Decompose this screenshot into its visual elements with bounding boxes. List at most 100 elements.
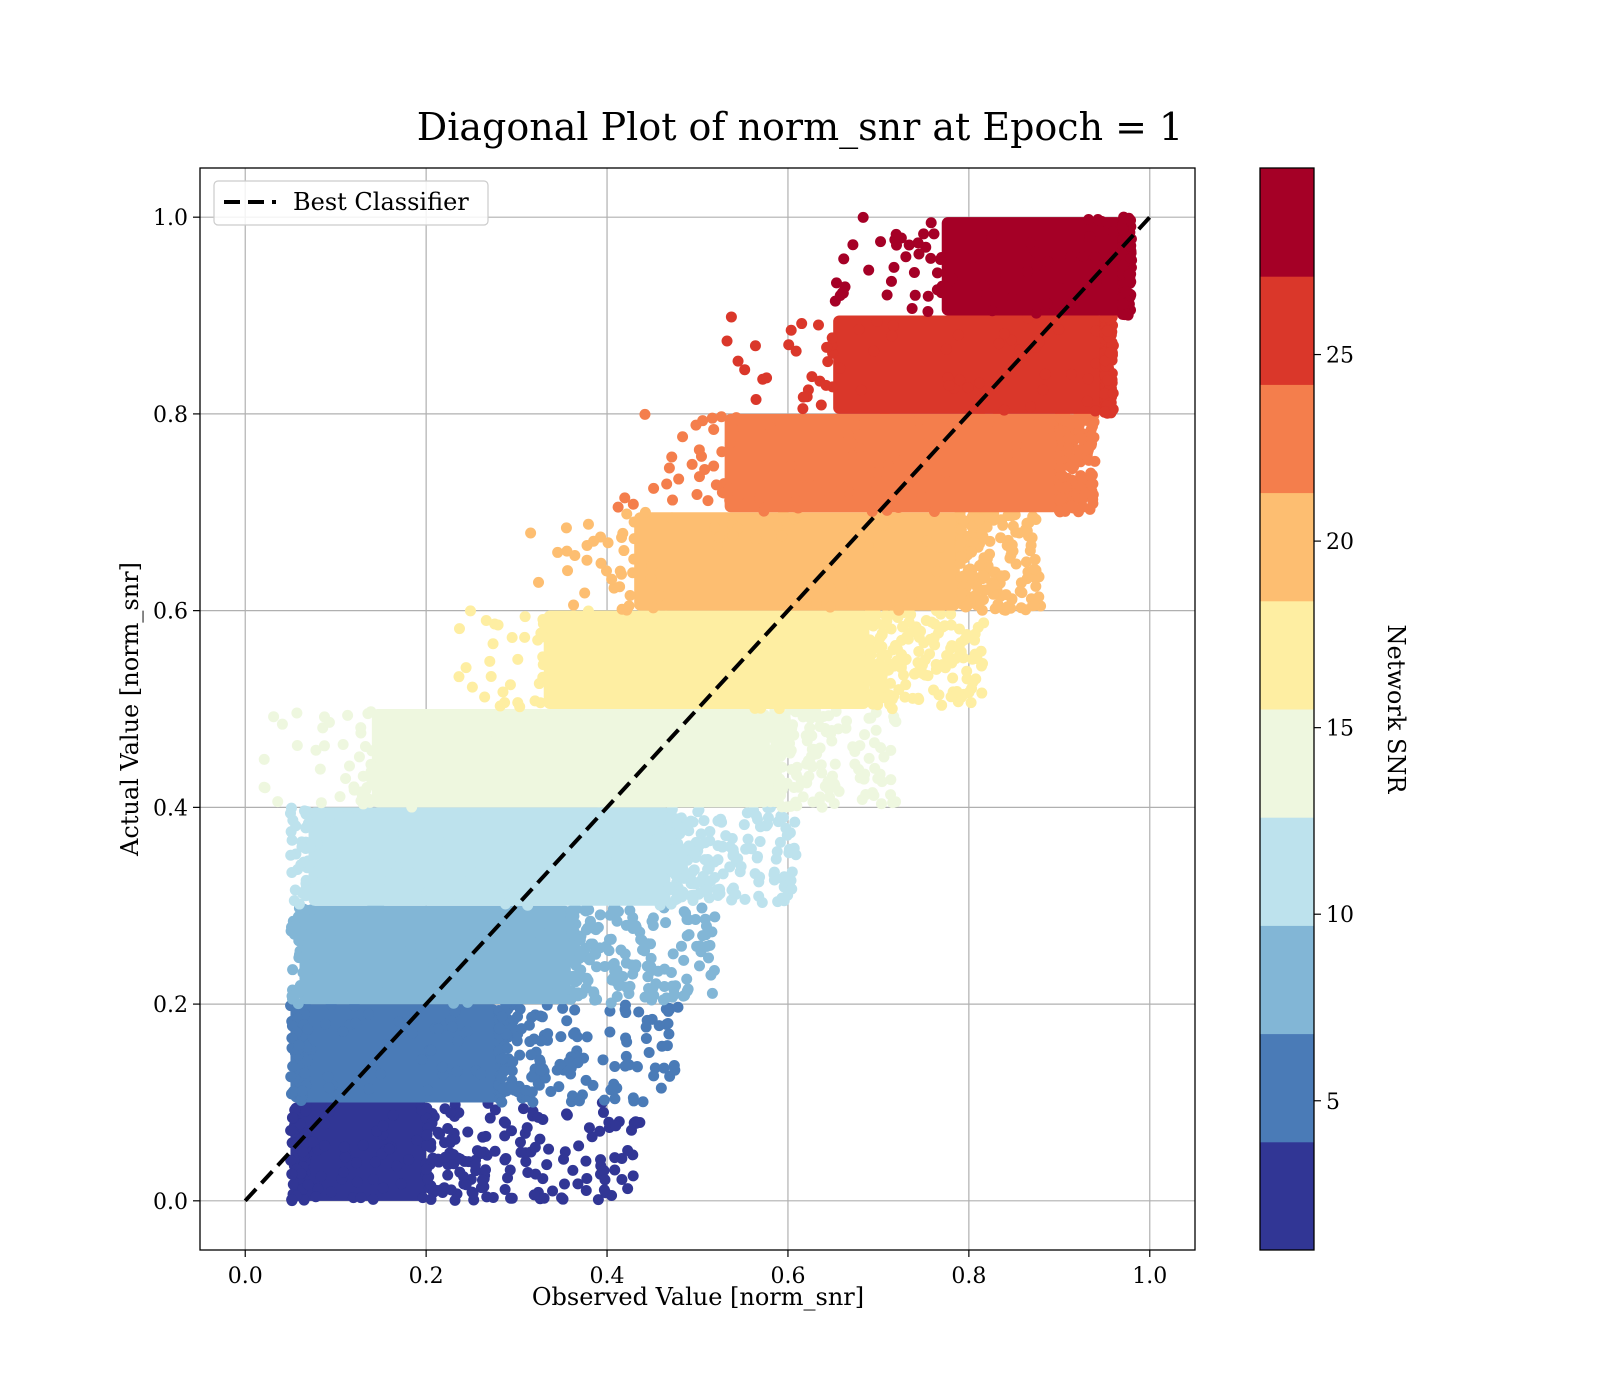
scatter-point: [885, 275, 897, 287]
scatter-point: [1033, 417, 1045, 429]
scatter-point: [624, 590, 636, 602]
scatter-point: [989, 269, 1001, 281]
scatter-point: [407, 1027, 419, 1039]
scatter-point: [416, 1104, 428, 1116]
scatter-point: [637, 1096, 649, 1108]
scatter-point: [537, 618, 549, 630]
scatter-point: [445, 1107, 457, 1119]
scatter-point: [293, 1039, 305, 1051]
scatter-point: [500, 898, 512, 910]
scatter-point: [493, 881, 505, 893]
scatter-point: [753, 876, 765, 888]
scatter-point: [1064, 460, 1076, 472]
scatter-point: [568, 599, 580, 611]
scatter-point: [340, 972, 352, 984]
scatter-point: [636, 651, 648, 663]
scatter-point: [506, 632, 518, 644]
colorbar: 5 10 15 20 25 Network SNR: [1259, 167, 1410, 1251]
scatter-point: [604, 1026, 616, 1038]
scatter-point: [342, 809, 354, 821]
scatter-point: [598, 1165, 610, 1177]
scatter-point: [668, 680, 680, 692]
scatter-point: [515, 1146, 527, 1158]
scatter-point: [425, 1193, 437, 1205]
scatter-point: [552, 932, 564, 944]
scatter-point: [785, 460, 797, 472]
scatter-point: [375, 1068, 387, 1080]
scatter-point: [654, 590, 666, 602]
scatter-band-core: [299, 905, 571, 1005]
scatter-point: [749, 868, 761, 880]
scatter-point: [453, 623, 465, 635]
scatter-point: [980, 288, 992, 300]
scatter-point: [847, 239, 859, 251]
scatter-point: [689, 731, 701, 743]
scatter-point: [663, 881, 675, 893]
scatter-point: [785, 324, 797, 336]
scatter-point: [609, 1093, 621, 1105]
scatter-point: [588, 535, 600, 547]
scatter-point: [432, 1023, 444, 1035]
scatter-point: [686, 458, 698, 470]
scatter-point: [802, 572, 814, 584]
scatter-point: [385, 974, 397, 986]
scatter-point: [955, 523, 967, 535]
scatter-point: [639, 991, 651, 1003]
scatter-point: [700, 929, 712, 941]
scatter-point: [750, 533, 762, 545]
scatter-point: [655, 1082, 667, 1094]
scatter-point: [898, 653, 910, 665]
scatter-point: [647, 982, 659, 994]
scatter-point: [547, 1185, 559, 1197]
scatter-point: [739, 893, 751, 905]
colorbar-swatch: [1260, 709, 1314, 818]
scatter-point: [417, 1192, 429, 1204]
scatter-point: [455, 874, 467, 886]
scatter-point: [627, 1170, 639, 1182]
scatter-point: [525, 739, 537, 751]
scatter-point: [714, 888, 726, 900]
scatter-point: [307, 1136, 319, 1148]
scatter-point: [497, 842, 509, 854]
scatter-point: [554, 1058, 566, 1070]
scatter-point: [441, 853, 453, 865]
scatter-point: [887, 320, 899, 332]
scatter-point: [442, 1169, 454, 1181]
scatter-point: [597, 1054, 609, 1066]
scatter-point: [615, 568, 627, 580]
scatter-point: [627, 968, 639, 980]
scatter-point: [286, 866, 298, 878]
scatter-point: [337, 738, 349, 750]
scatter-point: [568, 1028, 580, 1040]
scatter-point: [272, 796, 284, 808]
scatter-point: [474, 1146, 486, 1158]
scatter-point: [858, 773, 870, 785]
scatter-point: [643, 1046, 655, 1058]
scatter-point: [789, 643, 801, 655]
scatter-point: [734, 866, 746, 878]
scatter-point: [474, 864, 486, 876]
scatter-point: [546, 745, 558, 757]
scatter-point: [730, 675, 742, 687]
scatter-point: [535, 857, 547, 869]
scatter-point: [418, 763, 430, 775]
scatter-point: [525, 1049, 537, 1061]
scatter-point: [986, 231, 998, 243]
scatter-point: [998, 404, 1010, 416]
scatter-point: [863, 658, 875, 670]
scatter-point: [340, 773, 352, 785]
scatter-point: [583, 904, 595, 916]
x-tick-label: 0.6: [770, 1264, 805, 1289]
scatter-point: [1077, 250, 1089, 262]
scatter-point: [385, 938, 397, 950]
scatter-point: [963, 686, 975, 698]
scatter-point: [939, 662, 951, 674]
scatter-point: [846, 579, 858, 591]
scatter-point: [1102, 374, 1114, 386]
scatter-point: [484, 655, 496, 667]
scatter-point: [877, 519, 889, 531]
best-classifier-line: [243, 215, 1152, 1203]
scatter-point: [888, 261, 900, 273]
scatter-point: [542, 1028, 554, 1040]
scatter-point: [286, 1112, 298, 1124]
